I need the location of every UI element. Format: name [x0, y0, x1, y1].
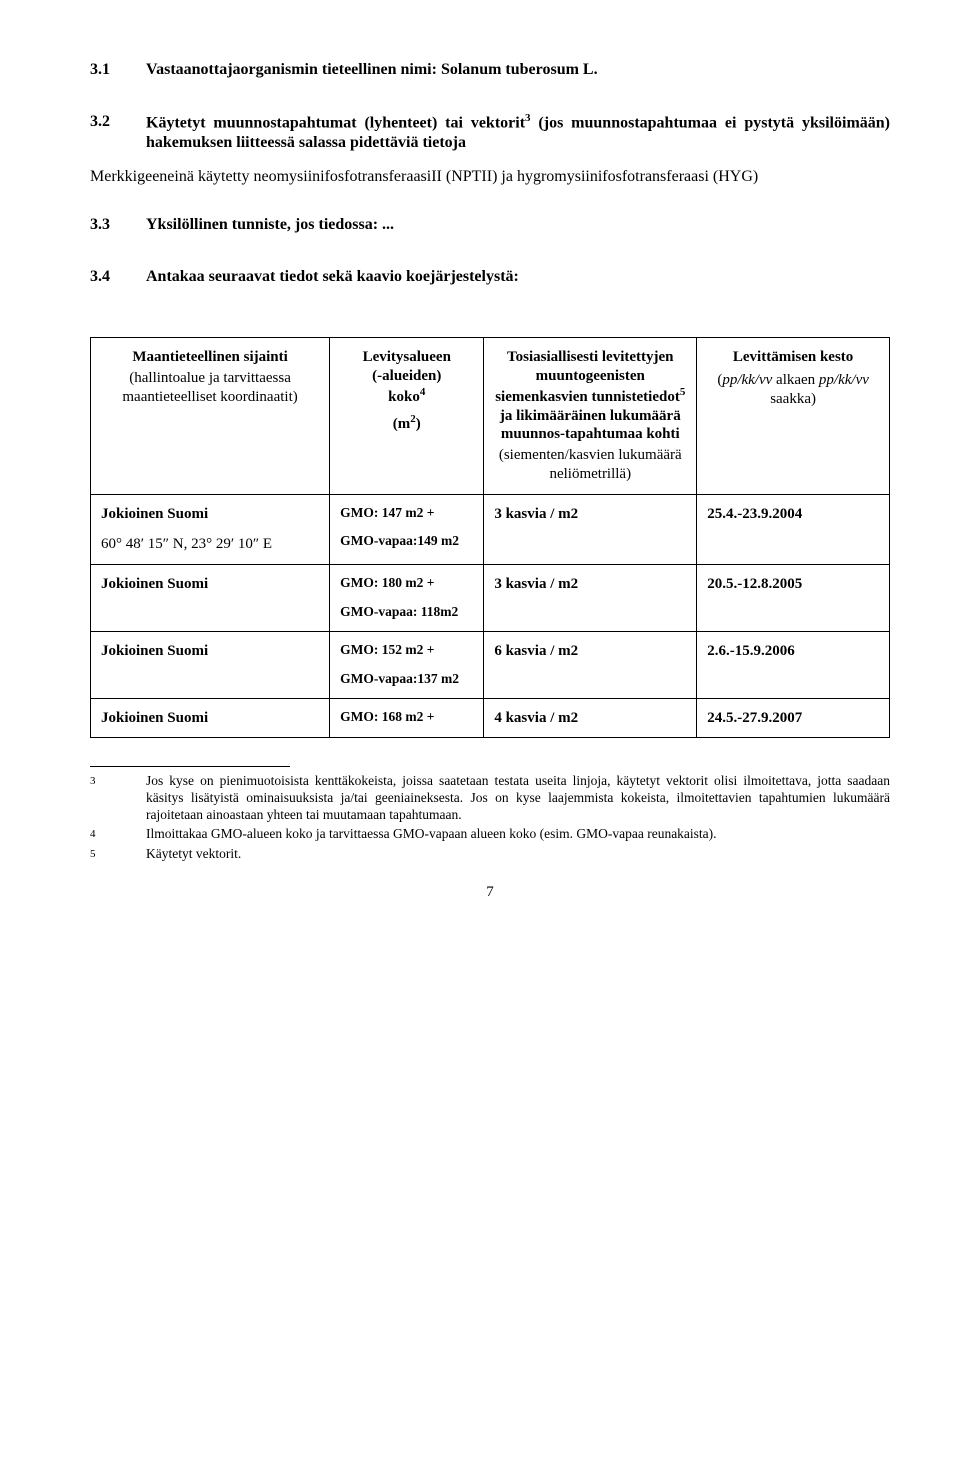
- th-line: Levittämisen kesto: [733, 349, 853, 365]
- th-line: ): [416, 416, 421, 432]
- section-3-4: 3.4 Antakaa seuraavat tiedot sekä kaavio…: [90, 267, 890, 287]
- th-line: Levitysalueen: [363, 349, 451, 365]
- cell-area: GMO: 168 m2 +: [330, 698, 484, 738]
- table-header-row: Maantieteellinen sijainti (hallintoalue …: [91, 338, 890, 494]
- loc-name: Jokioinen Suomi: [101, 709, 319, 728]
- table-row: Jokioinen Suomi GMO: 180 m2 + GMO-vapaa: 1…: [91, 565, 890, 632]
- table-row: Jokioinen Suomi GMO: 152 m2 + GMO-vapaa:13…: [91, 631, 890, 698]
- cell-density: 4 kasvia / m2: [484, 698, 697, 738]
- th-plain: (siementen/kasvien lukumäärä neliömetril…: [494, 446, 686, 484]
- cell-density: 3 kasvia / m2: [484, 494, 697, 565]
- area-gmo: GMO: 180 m2 +: [340, 575, 473, 592]
- section-3-2: 3.2 Käytetyt muunnostapahtumat (lyhentee…: [90, 112, 890, 153]
- section-title: Yksilöllinen tunniste, jos tiedossa: ...: [146, 215, 394, 235]
- page-number: 7: [90, 883, 890, 902]
- cell-location: Jokioinen Suomi 60° 48′ 15″ N, 23° 29′ 10…: [91, 494, 330, 565]
- th-plain: (hallintoalue ja tarvittaessa maantietee…: [101, 369, 319, 407]
- section-title: Vastaanottajaorganismin tieteellinen nim…: [146, 60, 598, 80]
- footnote-3: 3 Jos kyse on pienimuotoisista kenttäkok…: [90, 773, 890, 824]
- footnote-text: Käytetyt vektorit.: [146, 846, 890, 864]
- area-gmo-free: GMO-vapaa: 118m2: [340, 604, 473, 621]
- density-value: 3 kasvia / m2: [494, 506, 578, 522]
- area-gmo: GMO: 147 m2 +: [340, 505, 473, 522]
- density-value: 6 kasvia / m2: [494, 643, 578, 659]
- cell-dates: 2.6.-15.9.2006: [697, 631, 890, 698]
- th-line: (-alueiden): [372, 368, 441, 384]
- area-gmo-free: GMO-vapaa:149 m2: [340, 533, 473, 550]
- date-range: 2.6.-15.9.2006: [707, 643, 795, 659]
- section-num: 3.1: [90, 60, 146, 80]
- footnote-ref: 5: [680, 386, 686, 398]
- date-range: 20.5.-12.8.2005: [707, 576, 802, 592]
- cell-area: GMO: 180 m2 + GMO-vapaa: 118m2: [330, 565, 484, 632]
- footnote-num: 4: [90, 826, 146, 844]
- footnote-num: 3: [90, 773, 146, 824]
- density-value: 4 kasvia / m2: [494, 710, 578, 726]
- th-line: Tosiasiallisesti levitettyjen muuntogeen…: [495, 349, 680, 405]
- footnote-text: Ilmoittakaa GMO-alueen koko ja tarvittae…: [146, 826, 890, 844]
- loc-coords: 60° 48′ 15″ N, 23° 29′ 10″ E: [101, 535, 319, 554]
- footnote-4: 4 Ilmoittakaa GMO-alueen koko ja tarvitt…: [90, 826, 890, 844]
- footnotes: 3 Jos kyse on pienimuotoisista kenttäkok…: [90, 773, 890, 863]
- date-range: 25.4.-23.9.2004: [707, 506, 802, 522]
- cell-dates: 25.4.-23.9.2004: [697, 494, 890, 565]
- cell-location: Jokioinen Suomi: [91, 565, 330, 632]
- th-line: koko: [388, 389, 420, 405]
- th-density: Tosiasiallisesti levitettyjen muuntogeen…: [484, 338, 697, 494]
- th-bold: Maantieteellinen sijainti: [132, 349, 287, 365]
- footnote-5: 5 Käytetyt vektorit.: [90, 846, 890, 864]
- th-dates: Levittämisen kesto (pp/kk/vv alkaen pp/k…: [697, 338, 890, 494]
- section-title: Käytetyt muunnostapahtumat (lyhenteet) t…: [146, 112, 890, 153]
- area-gmo: GMO: 168 m2 +: [340, 709, 473, 726]
- cell-density: 6 kasvia / m2: [484, 631, 697, 698]
- section-3-3: 3.3 Yksilöllinen tunniste, jos tiedossa:…: [90, 215, 890, 235]
- date-range: 24.5.-27.9.2007: [707, 710, 802, 726]
- table-row: Jokioinen Suomi GMO: 168 m2 + 4 kasvia / m…: [91, 698, 890, 738]
- footnote-text: Jos kyse on pienimuotoisista kenttäkokei…: [146, 773, 890, 824]
- th-line: ja likimääräinen lukumäärä muunnos-tapah…: [500, 408, 681, 443]
- th-area: Levitysalueen (-alueiden) koko4 (m2): [330, 338, 484, 494]
- cell-area: GMO: 152 m2 + GMO-vapaa:137 m2: [330, 631, 484, 698]
- cell-location: Jokioinen Suomi: [91, 698, 330, 738]
- loc-name: Jokioinen Suomi: [101, 575, 319, 594]
- section-title: Antakaa seuraavat tiedot sekä kaavio koe…: [146, 267, 519, 287]
- cell-dates: 20.5.-12.8.2005: [697, 565, 890, 632]
- table-row: Jokioinen Suomi 60° 48′ 15″ N, 23° 29′ 10…: [91, 494, 890, 565]
- cell-dates: 24.5.-27.9.2007: [697, 698, 890, 738]
- density-value: 3 kasvia / m2: [494, 576, 578, 592]
- cell-area: GMO: 147 m2 + GMO-vapaa:149 m2: [330, 494, 484, 565]
- loc-name: Jokioinen Suomi: [101, 505, 319, 524]
- footnote-ref: 4: [420, 386, 426, 398]
- footnote-num: 5: [90, 846, 146, 864]
- loc-name: Jokioinen Suomi: [101, 642, 319, 661]
- footnote-rule: [90, 766, 290, 767]
- area-gmo: GMO: 152 m2 +: [340, 642, 473, 659]
- trial-table: Maantieteellinen sijainti (hallintoalue …: [90, 337, 890, 738]
- section-3-1: 3.1 Vastaanottajaorganismin tieteellinen…: [90, 60, 890, 80]
- section-num: 3.4: [90, 267, 146, 287]
- section-num: 3.3: [90, 215, 146, 235]
- th-location: Maantieteellinen sijainti (hallintoalue …: [91, 338, 330, 494]
- section-num: 3.2: [90, 112, 146, 153]
- text-part: Käytetyt muunnostapahtumat (lyhenteet) t…: [146, 114, 525, 131]
- th-line: (m: [393, 416, 411, 432]
- cell-location: Jokioinen Suomi: [91, 631, 330, 698]
- paragraph-merkkigeeneina: Merkkigeeneinä käytetty neomysiinifosfot…: [90, 167, 890, 187]
- cell-density: 3 kasvia / m2: [484, 565, 697, 632]
- area-gmo-free: GMO-vapaa:137 m2: [340, 671, 473, 688]
